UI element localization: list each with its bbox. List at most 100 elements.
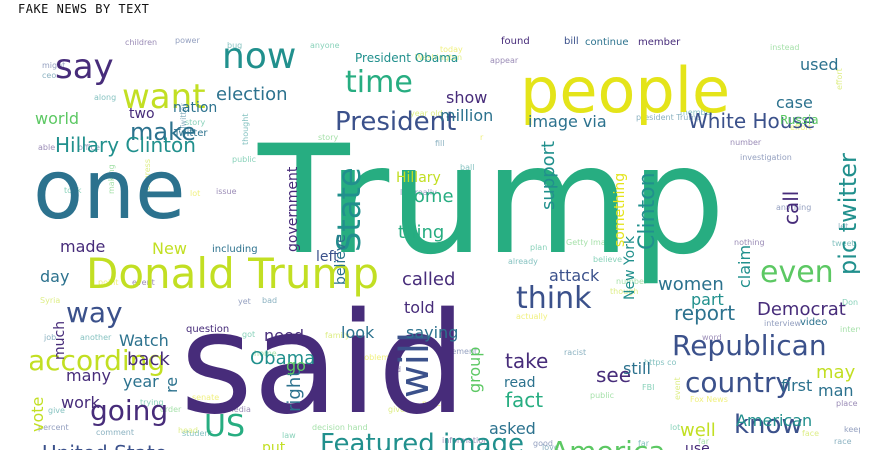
- filler-word: Syria: [40, 296, 60, 305]
- word-state: State: [330, 167, 368, 252]
- filler-word: president Trump: [636, 113, 701, 122]
- word-time: time: [345, 65, 413, 100]
- filler-word: police: [422, 399, 446, 408]
- filler-word: lot: [190, 189, 200, 198]
- word-right: right: [284, 370, 305, 412]
- word-russia: Russia: [780, 113, 819, 127]
- filler-word: given: [388, 405, 410, 414]
- filler-word: information: [442, 436, 488, 445]
- word-trump: Trump: [257, 114, 726, 288]
- word-year: year: [123, 372, 159, 391]
- filler-word: though: [610, 287, 638, 296]
- word-hillary: Hillary: [396, 170, 441, 186]
- filler-word: another: [80, 333, 112, 342]
- word-thing: thing: [398, 222, 444, 243]
- word-put: put: [262, 440, 286, 450]
- filler-word: law: [282, 431, 296, 440]
- filler-word: children: [125, 38, 157, 47]
- filler-word: public: [590, 391, 614, 400]
- filler-word: student: [182, 429, 213, 438]
- filler-word: point: [98, 278, 118, 287]
- word-white-house: White House: [688, 109, 815, 133]
- word-women: women: [658, 274, 724, 295]
- filler-word: good: [533, 439, 553, 448]
- filler-word: office: [78, 143, 100, 152]
- filler-word: effort: [790, 123, 812, 132]
- word-new: New: [152, 239, 187, 258]
- word-see: see: [596, 363, 631, 387]
- word-clinton: Clinton: [635, 172, 660, 250]
- filler-word: bug: [227, 41, 242, 50]
- filler-word: number: [616, 277, 648, 286]
- filler-word: investigation: [740, 153, 792, 162]
- filler-word: event: [673, 377, 682, 400]
- word-american: American: [736, 411, 812, 430]
- filler-word: tweet: [832, 239, 855, 248]
- word-come: come: [404, 186, 454, 207]
- filler-word: life really: [400, 188, 437, 197]
- word-bill: bill: [564, 36, 579, 47]
- filler-word: took: [64, 186, 82, 195]
- word-re: re: [162, 377, 181, 393]
- word-hillary-clinton: Hillary Clinton: [55, 133, 196, 157]
- filler-word: course: [230, 449, 257, 450]
- word-look: look: [341, 323, 375, 342]
- word-member: member: [638, 37, 681, 48]
- word-called: called: [402, 269, 455, 290]
- word-show: show: [446, 88, 487, 107]
- word-image-via: image via: [528, 112, 607, 131]
- filler-word: percent: [38, 423, 69, 432]
- word-found: found: [501, 36, 530, 47]
- filler-word: actually: [516, 312, 548, 321]
- filler-word: senate: [192, 393, 219, 402]
- word-first: first: [781, 376, 812, 395]
- filler-word: able: [38, 143, 55, 152]
- filler-word: already: [508, 257, 538, 266]
- word-case: case: [776, 93, 813, 112]
- filler-word: word: [702, 333, 722, 342]
- word-made: made: [60, 237, 105, 256]
- word-saying: saying: [406, 323, 458, 342]
- filler-word: interview: [764, 319, 802, 328]
- word-say: say: [55, 47, 114, 87]
- word-support: support: [538, 141, 559, 210]
- filler-word: trying: [140, 398, 164, 407]
- filler-word: order: [160, 405, 182, 414]
- word-attack: attack: [549, 266, 600, 285]
- filler-word: instead: [770, 43, 800, 52]
- word-told: told: [404, 298, 435, 317]
- word-fact: fact: [505, 388, 543, 412]
- word-want: want: [122, 77, 206, 117]
- filler-word: plan: [530, 243, 547, 252]
- word-america: America: [550, 435, 666, 450]
- filler-word: give: [48, 406, 65, 415]
- filler-word: head: [178, 426, 198, 435]
- word-twitter: Twitter: [173, 128, 208, 139]
- word-will: will: [392, 332, 438, 398]
- word-still: still: [623, 359, 651, 378]
- filler-word: job: [43, 333, 56, 342]
- word-part: part: [691, 290, 724, 309]
- filler-word: story: [318, 133, 338, 142]
- filler-word: far: [638, 439, 650, 448]
- filler-word: let: [838, 222, 848, 231]
- filler-word: ball: [460, 163, 474, 172]
- word-believe: believe: [333, 234, 349, 285]
- word-obama: Obama: [250, 348, 315, 369]
- filler-word: media: [226, 405, 251, 414]
- word-us: US: [204, 409, 245, 444]
- word-call: call: [779, 191, 803, 225]
- filler-word: https co: [644, 358, 677, 367]
- filler-word: believe: [593, 255, 622, 264]
- word-make: make: [130, 118, 196, 146]
- filler-word: fill: [435, 139, 444, 148]
- word-said: said: [180, 283, 467, 446]
- filler-word: member: [680, 108, 715, 117]
- word-use: use: [685, 441, 710, 450]
- word-asked: asked: [489, 419, 536, 438]
- word-group: group: [465, 347, 484, 393]
- word-question: question: [186, 324, 229, 335]
- word-pic-twitter: pic twitter: [834, 153, 860, 275]
- word-one: one: [33, 143, 186, 238]
- filler-word: comment: [96, 428, 134, 437]
